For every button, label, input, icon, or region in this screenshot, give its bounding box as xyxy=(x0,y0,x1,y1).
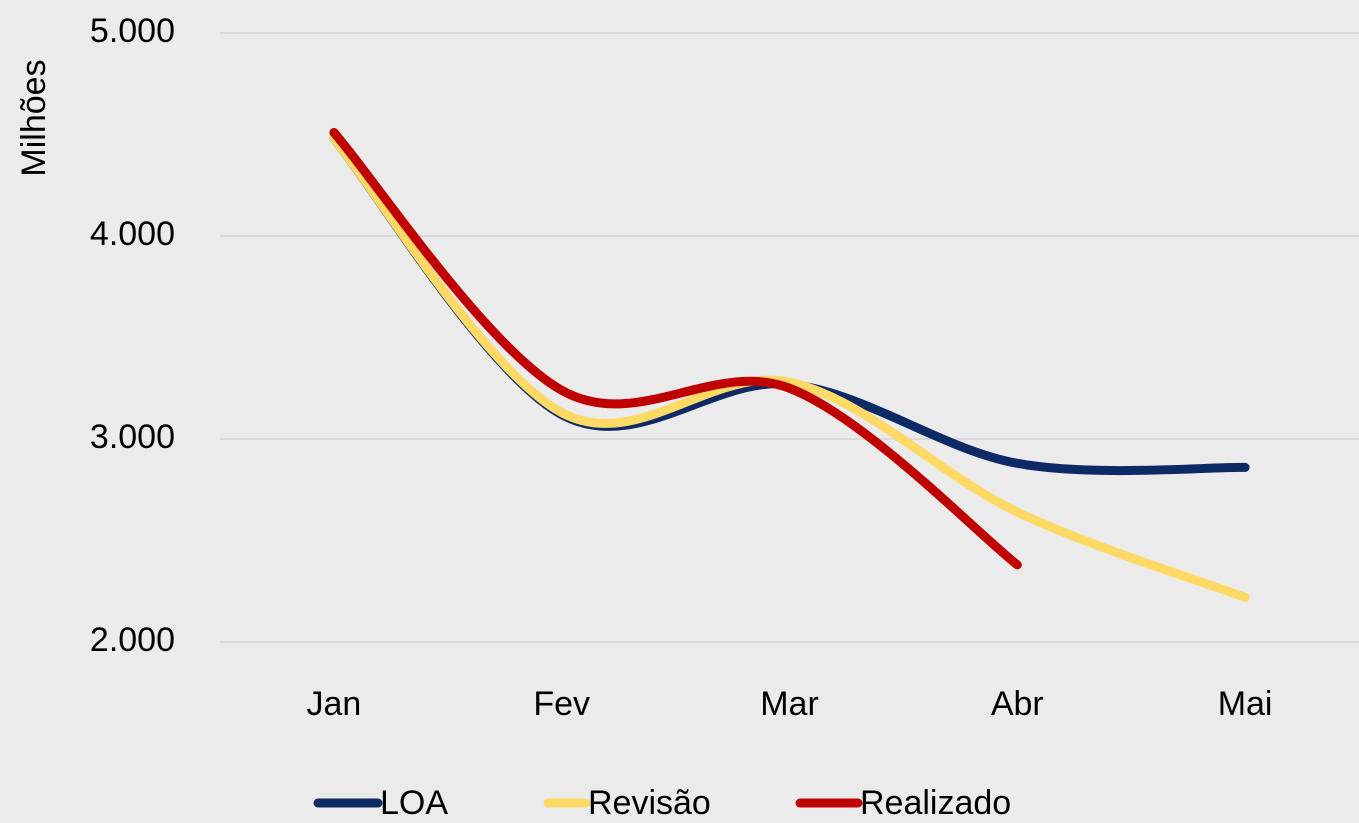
x-tick-label: Mar xyxy=(760,685,819,723)
legend-label: Revisão xyxy=(588,784,711,822)
y-tick-label: 5.000 xyxy=(90,12,175,50)
y-tick-label: 4.000 xyxy=(90,215,175,253)
y-tick-label: 2.000 xyxy=(90,621,175,659)
x-tick-label: Mai xyxy=(1218,685,1273,723)
legend-label: LOA xyxy=(380,784,448,822)
y-tick-label: 3.000 xyxy=(90,418,175,456)
x-tick-label: Abr xyxy=(991,685,1044,723)
legend-label: Realizado xyxy=(860,784,1011,822)
x-tick-label: Jan xyxy=(306,685,361,723)
series-line xyxy=(329,127,1022,570)
y-axis-label: Milhões xyxy=(15,59,53,176)
x-tick-label: Fev xyxy=(533,685,590,723)
